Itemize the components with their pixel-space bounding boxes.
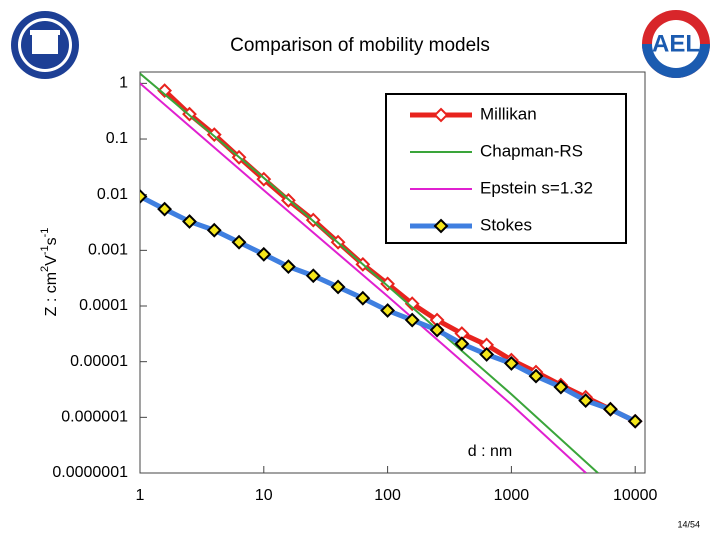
legend-label: Millikan: [480, 104, 537, 123]
y-label-part: Z : cm: [43, 272, 60, 316]
logo-text: AEL: [652, 30, 700, 57]
y-label-part: s: [43, 237, 60, 245]
series-marker: [231, 234, 247, 250]
series-marker: [429, 322, 445, 338]
series-marker: [182, 214, 197, 229]
y-tick-label: 0.0000001: [52, 464, 128, 481]
series-line: [140, 82, 587, 473]
x-tick-label: 1000: [494, 487, 530, 504]
y-axis-label: Z : cm2V-1s-1: [39, 228, 60, 317]
series-marker: [280, 259, 296, 275]
series-marker: [404, 312, 420, 328]
y-tick-label: 0.01: [97, 186, 128, 203]
series-marker: [256, 246, 272, 262]
series-marker: [206, 222, 222, 238]
legend-box: [385, 93, 627, 244]
y-tick-label: 0.0001: [79, 297, 128, 314]
legend-marker: [433, 218, 449, 234]
legend-label: Epstein s=1.32: [480, 178, 593, 197]
series-marker: [528, 368, 544, 384]
plot-area: [140, 72, 643, 473]
chart-title: Comparison of mobility models: [230, 35, 490, 56]
x-axis-label: d : nm: [468, 443, 512, 460]
right-logo: AEL: [642, 10, 710, 78]
x-tick-label: 1: [136, 487, 145, 504]
series-marker: [404, 296, 420, 312]
y-tick-label: 1: [119, 75, 128, 92]
series-marker: [578, 393, 594, 408]
left-logo: [11, 11, 79, 79]
series-marker: [380, 303, 396, 318]
y-tick-label: 0.000001: [61, 409, 128, 426]
series-marker: [553, 379, 569, 395]
legend-label: Chapman-RS: [480, 141, 583, 160]
series-marker: [454, 336, 470, 352]
series-marker: [503, 356, 519, 371]
y-tick-label: 0.001: [88, 242, 128, 259]
series-marker: [479, 347, 495, 362]
y-label-sup: 2: [39, 266, 51, 272]
y-tick-label: 0.1: [106, 130, 128, 147]
series-marker: [603, 401, 618, 417]
series-marker: [355, 290, 371, 306]
series-marker: [157, 83, 173, 99]
page-number: 14/54: [677, 519, 700, 529]
series-line: [140, 72, 599, 473]
series-marker: [330, 279, 346, 295]
y-label-part: V: [43, 255, 60, 266]
y-label-sup: -1: [39, 228, 51, 238]
legend-marker: [433, 107, 449, 123]
x-tick-label: 10: [255, 487, 273, 504]
series-marker: [627, 413, 643, 429]
series-marker: [305, 268, 321, 284]
legend-label: Stokes: [480, 215, 532, 234]
x-tick-label: 10000: [613, 487, 658, 504]
y-label-sup: -1: [39, 245, 51, 255]
series-marker: [157, 201, 173, 217]
y-tick-label: 0.00001: [70, 353, 128, 370]
plot-frame: [139, 71, 646, 474]
x-tick-label: 100: [374, 487, 401, 504]
series-marker: [140, 189, 148, 204]
